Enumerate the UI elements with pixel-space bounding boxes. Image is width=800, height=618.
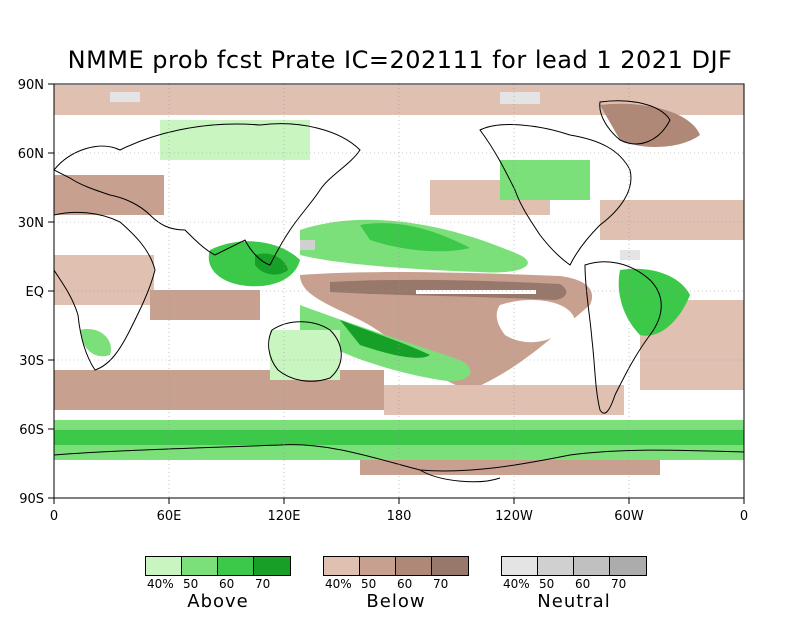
legend-tick: 70 [611,577,627,591]
legend-neutral: 40% 50 60 70 Neutral [501,556,647,612]
coastlines [54,100,744,483]
lat-label: 60N [18,147,44,162]
legend-ticks: 40% 50 60 70 [323,577,469,591]
greenland-outline [599,100,671,145]
legend-tick: 40% [147,577,174,591]
legend-above: 40% 50 60 70 Above [145,556,291,612]
legend-tick: 50 [361,577,377,591]
legend-swatch [574,557,610,575]
legend-swatch [218,557,254,575]
legend-swatch [432,557,468,575]
lat-label: 30S [19,354,44,369]
legend-swatches [501,556,647,576]
legend-tick: 70 [433,577,449,591]
lon-label: 180 [387,509,412,524]
legend-swatch [610,557,646,575]
lat-label: 30N [18,216,44,231]
below-normal-regions [54,85,744,475]
legend-swatch [324,557,360,575]
lat-label: 60S [19,423,44,438]
map-title: NMME prob fcst Prate IC=202111 for lead … [67,46,733,74]
legend-ticks: 40% 50 60 70 [145,577,291,591]
legend-tick: 40% [503,577,530,591]
australia-outline [268,321,342,382]
legend-tick: 70 [255,577,271,591]
legend-tick: 50 [539,577,555,591]
legend-swatch [182,557,218,575]
legend-name: Neutral [537,591,611,612]
graticule [54,84,744,498]
latitude-labels: 90N 60N 30N EQ 30S 60S 90S [18,78,44,507]
antarctica-outline [54,444,744,472]
legend-tick: 50 [183,577,199,591]
lat-label: 90S [19,492,44,507]
lon-label: 120W [495,509,533,524]
south-america-outline [584,261,662,414]
north-america-outline [479,124,632,266]
legend-swatch [360,557,396,575]
legend-name: Below [366,591,426,612]
legend-swatch [254,557,290,575]
legend-swatches [145,556,291,576]
axis-ticks [48,83,745,504]
africa-outline [54,211,156,371]
lon-label: 60W [614,509,644,524]
legend-swatch [502,557,538,575]
longitude-labels: 0 60E 120E 180 120W 60W 0 [50,509,748,524]
probability-fields [54,85,744,475]
neutral-regions [110,92,640,260]
lat-label: EQ [26,285,44,300]
lon-label: 0 [50,509,58,524]
lat-label: 90N [18,78,44,93]
europe-asia-outline [54,123,361,266]
legend-swatches [323,556,469,576]
lon-label: 60E [157,509,182,524]
legend-ticks: 40% 50 60 70 [501,577,647,591]
legend-name: Above [187,591,249,612]
legend-tick: 60 [219,577,235,591]
lon-label: 120E [267,509,300,524]
legend-swatch [538,557,574,575]
legend-tick: 40% [325,577,352,591]
legend-swatch [146,557,182,575]
lon-label: 0 [740,509,748,524]
legend-tick: 60 [397,577,413,591]
legend-swatch [396,557,432,575]
legend-below: 40% 50 60 70 Below [323,556,469,612]
legend-tick: 60 [575,577,591,591]
